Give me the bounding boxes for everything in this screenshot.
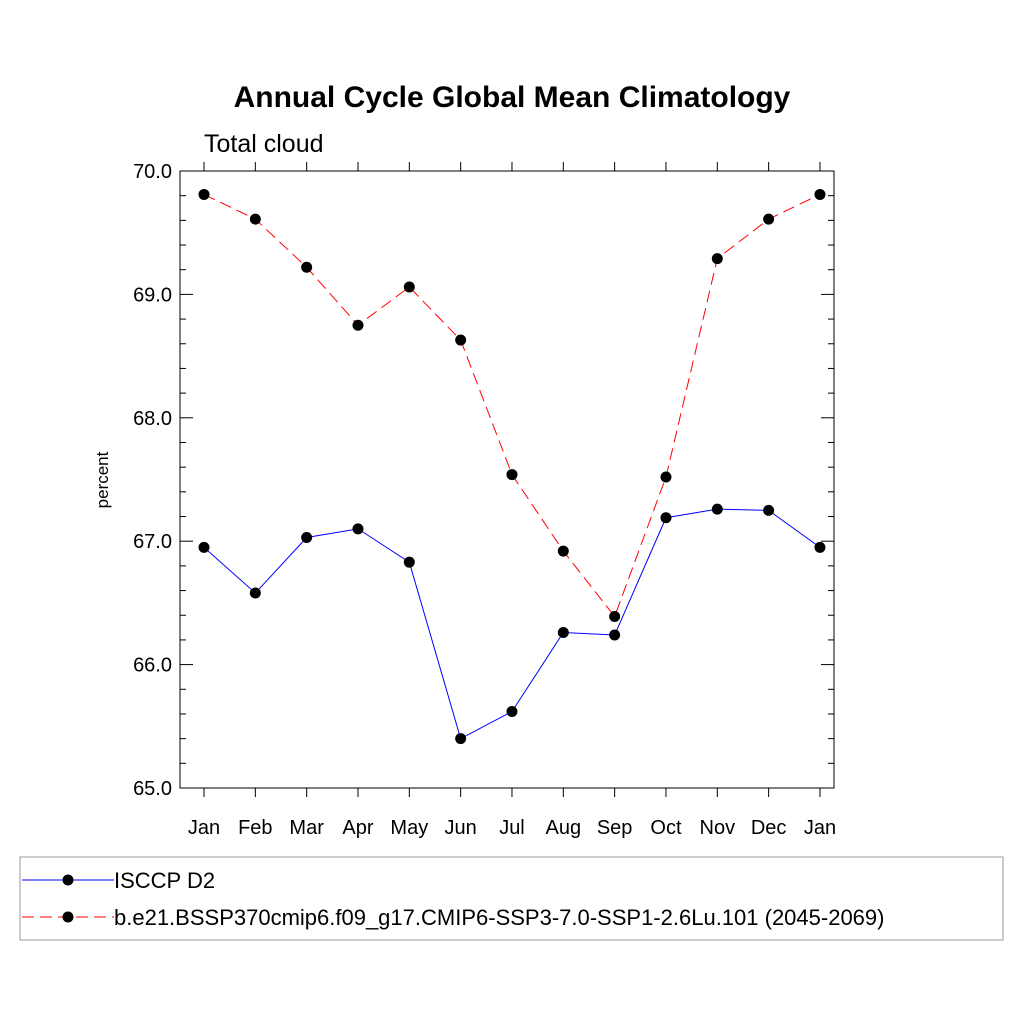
data-point [763, 213, 775, 225]
data-point [455, 733, 467, 745]
legend-label: b.e21.BSSP370cmip6.f09_g17.CMIP6-SSP3-7.… [114, 905, 884, 930]
x-tick-label: Feb [238, 817, 272, 839]
data-point [301, 261, 313, 273]
axis-ticks [180, 162, 834, 797]
data-point [557, 545, 569, 557]
y-tick-label: 69.0 [133, 284, 172, 306]
x-tick-label: Sep [597, 817, 633, 839]
legend-marker [62, 911, 74, 923]
y-tick-label: 67.0 [133, 531, 172, 553]
y-tick-label: 68.0 [133, 408, 172, 430]
x-tick-label: Jun [445, 817, 477, 839]
x-tick-label: Mar [289, 817, 324, 839]
data-point [352, 319, 364, 331]
data-point [711, 503, 723, 515]
x-tick-label: Jan [804, 817, 836, 839]
x-tick-label: May [390, 817, 428, 839]
data-point [660, 512, 672, 524]
x-tick-label: Dec [751, 817, 787, 839]
y-tick-label: 65.0 [133, 778, 172, 800]
data-point [609, 629, 621, 641]
data-point [660, 471, 672, 483]
data-point [198, 188, 210, 200]
plot-frame [179, 170, 835, 789]
chart-title: Annual Cycle Global Mean Climatology [234, 81, 791, 114]
y-tick-label: 70.0 [133, 161, 172, 183]
chart-subtitle: Total cloud [204, 130, 324, 158]
x-tick-label: Oct [650, 817, 682, 839]
series-2 [198, 188, 826, 622]
data-point [249, 213, 261, 225]
y-axis-label: percent [93, 451, 112, 508]
data-point [557, 627, 569, 639]
data-point [301, 531, 313, 543]
x-tick-label: Apr [342, 817, 373, 839]
x-tick-label: Nov [700, 817, 736, 839]
data-point [403, 556, 415, 568]
x-tick-label: Aug [546, 817, 582, 839]
x-tick-label: Jul [499, 817, 525, 839]
data-point [814, 188, 826, 200]
plot-border [179, 170, 835, 789]
data-point [506, 705, 518, 717]
y-tick-label: 66.0 [133, 655, 172, 677]
legend-marker [62, 874, 74, 886]
legend-label: ISCCP D2 [114, 868, 215, 893]
data-point [609, 610, 621, 622]
data-point [403, 281, 415, 293]
series-line [203, 193, 821, 618]
y-tick-labels: 65.0 66.0 67.0 68.0 69.0 70.0 [133, 161, 172, 800]
data-point [506, 469, 518, 481]
data-point [198, 541, 210, 553]
legend-box [19, 856, 1004, 941]
data-point [814, 541, 826, 553]
data-point [711, 253, 723, 265]
series-1 [198, 503, 826, 745]
x-tick-labels: Jan Feb Mar Apr May Jun Jul Aug Sep Oct Nov Dec Jan [188, 817, 836, 839]
legend: ISCCP D2 b.e21.BSSP370cmip6.f09_g17.CMIP6… [19, 856, 1004, 941]
series-line [203, 508, 821, 740]
x-tick-label: Jan [188, 817, 220, 839]
series-layer [198, 188, 826, 745]
data-point [455, 334, 467, 346]
data-point [763, 504, 775, 516]
data-point [249, 587, 261, 599]
data-point [352, 523, 364, 535]
